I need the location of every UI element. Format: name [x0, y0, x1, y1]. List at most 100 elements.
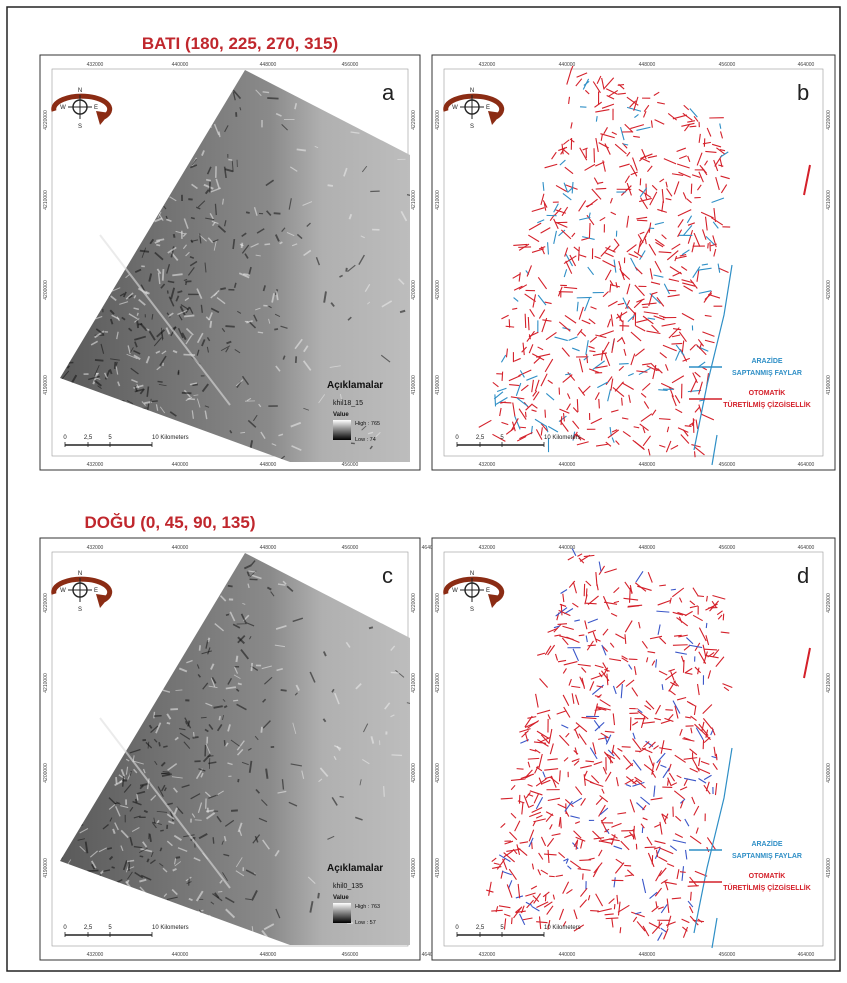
coordinate-label: 4190000	[435, 858, 441, 878]
figure: BATI (180, 225, 270, 315) DOĞU (0, 45, 9…	[0, 0, 847, 978]
auto-lineament	[690, 126, 697, 127]
compass-label: W	[60, 588, 66, 594]
auto-lineament	[501, 798, 513, 799]
coordinate-label: 456000	[719, 462, 736, 468]
coordinate-label: 448000	[639, 545, 656, 551]
scale-label: 2,5	[476, 925, 485, 931]
coordinate-label: 4220000	[43, 110, 49, 130]
coordinate-label: 4220000	[411, 110, 417, 130]
auto-lineament	[620, 927, 621, 933]
legend-label: SAPTANMIŞ FAYLAR	[732, 370, 802, 377]
legend-title: Açıklamalar	[327, 380, 383, 391]
auto-lineament	[590, 911, 599, 912]
coordinate-label: 4200000	[826, 763, 832, 783]
compass-label: S	[78, 607, 82, 613]
auto-lineament	[697, 596, 704, 597]
panel-letter: c	[382, 563, 393, 588]
panel-letter: b	[797, 80, 809, 105]
field-fault	[671, 589, 676, 590]
coordinate-label: 448000	[639, 62, 656, 68]
auto-lineament	[596, 188, 607, 189]
auto-lineament	[668, 780, 669, 786]
coordinate-label: 448000	[260, 545, 277, 551]
auto-lineament	[599, 399, 600, 409]
scale-label: 10 Kilometers	[544, 435, 581, 441]
auto-lineament	[659, 419, 670, 420]
compass-label: E	[94, 588, 98, 594]
auto-lineament	[671, 343, 682, 344]
auto-lineament	[622, 747, 631, 748]
legend-label: OTOMATİK	[749, 872, 786, 880]
coordinate-label: 4190000	[411, 858, 417, 878]
auto-lineament	[579, 635, 585, 636]
legend-value: Value	[333, 895, 349, 901]
compass-label: W	[452, 105, 458, 111]
auto-lineament	[588, 645, 596, 646]
auto-lineament	[680, 872, 686, 873]
coordinate-label: 4210000	[826, 673, 832, 693]
map-panel: 4320004320004400004400004480004480004560…	[40, 538, 439, 960]
coordinate-label: 4190000	[411, 375, 417, 395]
coordinate-label: 432000	[87, 62, 104, 68]
coordinate-label: 4220000	[826, 593, 832, 613]
coordinate-label: 440000	[559, 952, 576, 958]
auto-lineament	[645, 847, 656, 848]
legend-low: Low : 74	[355, 437, 376, 443]
coordinate-label: 4220000	[435, 110, 441, 130]
compass-label: S	[470, 607, 474, 613]
auto-lineament	[525, 412, 526, 417]
coordinate-label: 4210000	[43, 673, 49, 693]
legend-layer: khil0_135	[333, 883, 363, 890]
coordinate-label: 440000	[172, 952, 189, 958]
scale-label: 2,5	[84, 435, 93, 441]
coordinate-label: 4210000	[435, 190, 441, 210]
coordinate-label: 432000	[479, 62, 496, 68]
coordinate-label: 4200000	[43, 763, 49, 783]
auto-lineament	[586, 603, 597, 604]
auto-lineament	[622, 398, 623, 406]
coordinate-label: 432000	[479, 462, 496, 468]
auto-lineament	[519, 427, 526, 428]
auto-lineament	[517, 769, 524, 770]
coordinate-label: 464000	[798, 952, 815, 958]
auto-lineament	[606, 918, 619, 919]
auto-lineament	[577, 399, 578, 412]
coordinate-label: 4210000	[43, 190, 49, 210]
coordinate-label: 456000	[342, 462, 359, 468]
legend-high: High : 763	[355, 904, 380, 910]
coordinate-label: 448000	[260, 952, 277, 958]
auto-lineament	[716, 754, 717, 760]
coordinate-label: 432000	[87, 462, 104, 468]
panel-letter: a	[382, 80, 395, 105]
coordinate-label: 464000	[798, 545, 815, 551]
auto-lineament	[512, 918, 513, 925]
map-panel: 4320004320004400004400004480004480004560…	[432, 55, 835, 470]
auto-lineament	[637, 220, 647, 221]
field-fault	[706, 623, 707, 628]
compass-label: E	[486, 588, 490, 594]
map-panel: 4320004320004400004400004480004480004560…	[40, 55, 420, 470]
legend-high: High : 765	[355, 421, 380, 427]
auto-lineament	[561, 416, 562, 425]
legend-layer: khil18_15	[333, 400, 363, 407]
compass-label: E	[94, 105, 98, 111]
auto-lineament	[579, 247, 580, 261]
field-fault	[495, 394, 496, 406]
legend-title: Açıklamalar	[327, 863, 383, 874]
coordinate-label: 440000	[172, 545, 189, 551]
scale-label: 2,5	[476, 435, 485, 441]
legend-label: OTOMATİK	[749, 389, 786, 397]
compass-label: W	[452, 588, 458, 594]
auto-lineament	[704, 649, 717, 650]
auto-lineament	[691, 892, 692, 901]
auto-lineament	[586, 588, 587, 596]
auto-lineament	[589, 223, 590, 238]
auto-lineament	[624, 865, 631, 866]
coordinate-label: 448000	[639, 952, 656, 958]
legend-low: Low : 57	[355, 920, 376, 926]
coordinate-label: 440000	[559, 62, 576, 68]
auto-lineament	[528, 758, 539, 759]
coordinate-label: 464000	[798, 62, 815, 68]
coordinate-label: 456000	[342, 62, 359, 68]
map-panel: 4320004320004400004400004480004480004560…	[432, 538, 835, 960]
